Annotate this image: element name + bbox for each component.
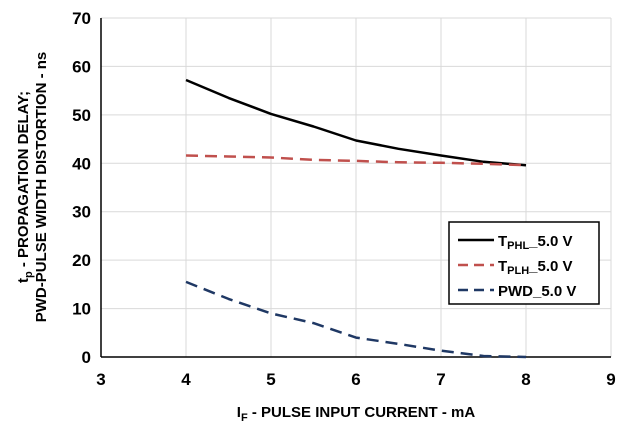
grid-lines xyxy=(101,17,612,357)
legend-label-1: TPLH_5.0 V xyxy=(498,258,573,277)
x-axis-title: IF - PULSE INPUT CURRENT - mA xyxy=(237,404,476,424)
y-tick-label: 20 xyxy=(72,251,91,270)
y-axis-title-line2: PWD-PULSE WIDTH DISTORTION - ns xyxy=(33,52,50,323)
x-tick-label: 3 xyxy=(96,370,105,389)
series-line-2 xyxy=(185,280,527,359)
legend-label-0: TPHL_5.0 V xyxy=(498,233,573,252)
y-axis-title-line1: tp - PROPAGATION DELAY; xyxy=(15,91,35,283)
series-line-0 xyxy=(185,78,527,167)
x-tick-label: 4 xyxy=(181,370,191,389)
x-tick-label: 9 xyxy=(606,370,615,389)
legend: TPHL_5.0 V TPLH_5.0 V PWD_5.0 V xyxy=(448,221,600,305)
legend-label-2: PWD_5.0 V xyxy=(498,283,576,300)
series-lines xyxy=(185,78,527,359)
y-tick-label: 50 xyxy=(72,106,91,125)
x-tick-label: 6 xyxy=(351,370,360,389)
x-tick-label: 8 xyxy=(521,370,530,389)
y-tick-label: 30 xyxy=(72,203,91,222)
y-tick-label: 0 xyxy=(82,348,91,367)
y-tick-label: 60 xyxy=(72,57,91,76)
tick-labels: 0 10 20 30 40 50 60 70 3 4 5 6 7 8 9 xyxy=(72,9,616,389)
y-tick-label: 10 xyxy=(72,300,91,319)
y-tick-label: 40 xyxy=(72,154,91,173)
x-tick-label: 5 xyxy=(266,370,275,389)
y-tick-label: 70 xyxy=(72,9,91,28)
x-tick-label: 7 xyxy=(436,370,445,389)
